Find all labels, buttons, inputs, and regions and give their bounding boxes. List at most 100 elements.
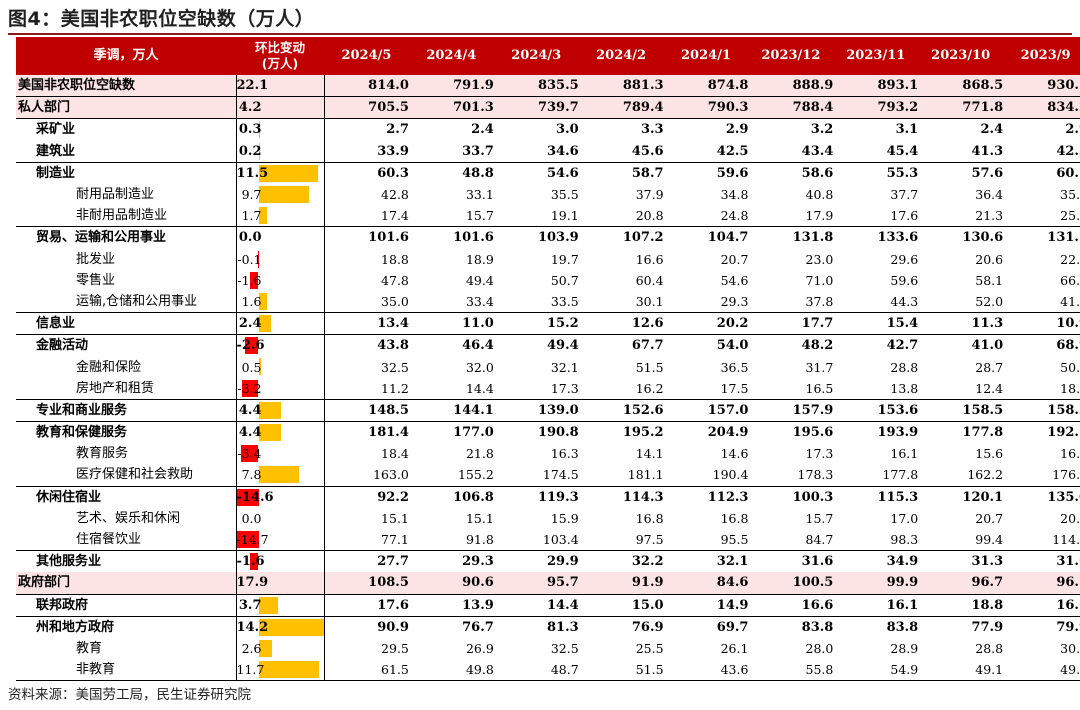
value-cell: 96.7 xyxy=(918,572,1004,594)
value-cell: 131.3 xyxy=(1047,230,1080,246)
value-cell: 834.2 xyxy=(1003,96,1080,119)
figure-title: 图4：美国非农职位空缺数（万人） xyxy=(8,8,315,30)
title-divider xyxy=(8,33,1072,35)
row-label: 房地产和租赁 xyxy=(16,377,237,400)
value-cell: 17.4 xyxy=(381,208,409,224)
change-value: -3.2 xyxy=(237,380,262,396)
value-cell: 31.6 xyxy=(1056,554,1080,570)
change-value: -3.4 xyxy=(237,446,262,462)
change-value: 2.4 xyxy=(238,316,262,332)
source-note: 资料来源：美国劳工局，民生证券研究院 xyxy=(8,687,251,703)
value-cell: 15.1 xyxy=(381,510,409,526)
value-cell: 83.8 xyxy=(886,619,919,635)
value-cell: 48.8 xyxy=(462,165,494,181)
value-cell: 54.6 xyxy=(720,272,749,288)
value-cell: 16.5 xyxy=(805,380,834,396)
value-cell: 16.3 xyxy=(550,446,579,462)
value-cell: 19.7 xyxy=(550,251,579,267)
value-cell: 33.9 xyxy=(377,143,409,159)
change-cell: 14.2 xyxy=(236,616,325,638)
value-cell: 181.4 xyxy=(368,425,409,441)
value-cell: 55.3 xyxy=(886,165,919,181)
table-row: 信息业 2.4 13.4 11.0 15.2 12.6 20.2 17.7 15.4 11.3 10… xyxy=(16,312,1080,335)
value-cell: 103.9 xyxy=(537,230,579,246)
value-cell: 32.1 xyxy=(550,359,579,375)
value-cell: 81.3 xyxy=(547,619,579,635)
change-value: 0.0 xyxy=(238,230,262,246)
value-cell: 893.1 xyxy=(833,75,919,97)
value-cell: 29.3 xyxy=(462,554,494,570)
value-cell: 50.9 xyxy=(1060,359,1080,375)
value-cell: 21.8 xyxy=(465,446,494,462)
value-cell: 771.8 xyxy=(918,96,1004,119)
value-cell: 43.6 xyxy=(720,662,749,678)
value-cell: 28.8 xyxy=(975,640,1004,656)
value-cell: 25.5 xyxy=(635,640,664,656)
change-bar xyxy=(258,618,323,636)
change-bar xyxy=(258,121,261,139)
value-cell: 16.8 xyxy=(720,510,749,526)
table-row: 休闲住宿业 -14.6 92.2 106.8 119.3 114.3 112.3 100.3 1… xyxy=(16,486,1080,508)
table-row: 教育服务 -3.4 18.4 21.8 16.3 14.1 14.6 17.3 16.1 15.6… xyxy=(16,443,1080,465)
change-cell: -14.7 xyxy=(236,528,325,551)
value-cell: 54.6 xyxy=(547,165,579,181)
table-row: 耐用品制造业 9.7 42.8 33.1 35.5 37.9 34.8 40.8 37.7 36.… xyxy=(16,183,1080,206)
value-cell: 77.1 xyxy=(381,532,409,548)
value-cell: 20.7 xyxy=(975,510,1004,526)
change-value: 14.2 xyxy=(236,619,269,635)
value-cell: 788.4 xyxy=(748,96,834,119)
table-row: 私人部门 4.2 705.5 701.3 739.7 789.4 790.3 788.4 793… xyxy=(16,96,1080,119)
value-cell: 48.2 xyxy=(801,338,834,354)
value-cell: 793.2 xyxy=(833,96,919,119)
value-cell: 77.9 xyxy=(971,619,1004,635)
value-cell: 17.7 xyxy=(801,316,834,332)
change-value: 22.1 xyxy=(236,78,269,94)
value-cell: 106.8 xyxy=(453,489,494,505)
value-cell: 14.1 xyxy=(635,446,664,462)
change-cell: -1.6 xyxy=(236,269,325,291)
value-cell: 790.3 xyxy=(663,96,749,119)
table-row: 住宿餐饮业 -14.7 77.1 91.8 103.4 97.5 95.5 84.7 98.3 9… xyxy=(16,528,1080,551)
change-value: 4.4 xyxy=(238,425,262,441)
row-label: 艺术、娱乐和休闲 xyxy=(16,507,237,529)
change-cell: 7.8 xyxy=(236,464,325,487)
value-cell: 34.8 xyxy=(720,187,749,203)
change-cell: 0.2 xyxy=(236,140,325,163)
change-cell: -0.1 xyxy=(236,248,325,270)
value-cell: 27.7 xyxy=(377,554,409,570)
value-cell: 17.5 xyxy=(720,380,749,396)
value-cell: 83.8 xyxy=(801,619,834,635)
header-period: 2023/10 xyxy=(918,37,1004,75)
value-cell: 16.6 xyxy=(1056,597,1080,613)
value-cell: 17.3 xyxy=(805,446,834,462)
value-cell: 18.0 xyxy=(1060,380,1080,396)
value-cell: 37.9 xyxy=(635,187,664,203)
value-cell: 76.9 xyxy=(631,619,664,635)
value-cell: 814.0 xyxy=(324,75,409,97)
value-cell: 739.7 xyxy=(493,96,579,119)
value-cell: 35.0 xyxy=(381,293,409,309)
change-bar xyxy=(241,379,259,397)
value-cell: 57.6 xyxy=(971,165,1004,181)
change-bar xyxy=(236,488,259,506)
value-cell: 930.7 xyxy=(1003,75,1080,97)
value-cell: 112.3 xyxy=(707,489,749,505)
value-cell: 49.1 xyxy=(1060,662,1080,678)
value-cell: 37.8 xyxy=(805,293,834,309)
change-cell: 0.0 xyxy=(236,507,325,529)
change-bar xyxy=(258,661,320,679)
value-cell: 33.5 xyxy=(550,293,579,309)
change-cell: 0.0 xyxy=(236,226,325,249)
value-cell: 35.5 xyxy=(550,187,579,203)
value-cell: 41.0 xyxy=(971,338,1004,354)
row-label: 金融活动 xyxy=(16,334,237,357)
value-cell: 54.0 xyxy=(716,338,749,354)
change-bar xyxy=(258,185,309,203)
value-cell: 43.8 xyxy=(377,338,409,354)
row-label: 医疗保健和社会救助 xyxy=(16,464,237,487)
change-value: 0.5 xyxy=(241,359,262,375)
value-cell: 2.9 xyxy=(1065,122,1080,138)
value-cell: 163.0 xyxy=(373,467,409,483)
table-body: 美国非农职位空缺数 22.1 814.0 791.9 835.5 881.3 874.8 88… xyxy=(16,75,1080,681)
